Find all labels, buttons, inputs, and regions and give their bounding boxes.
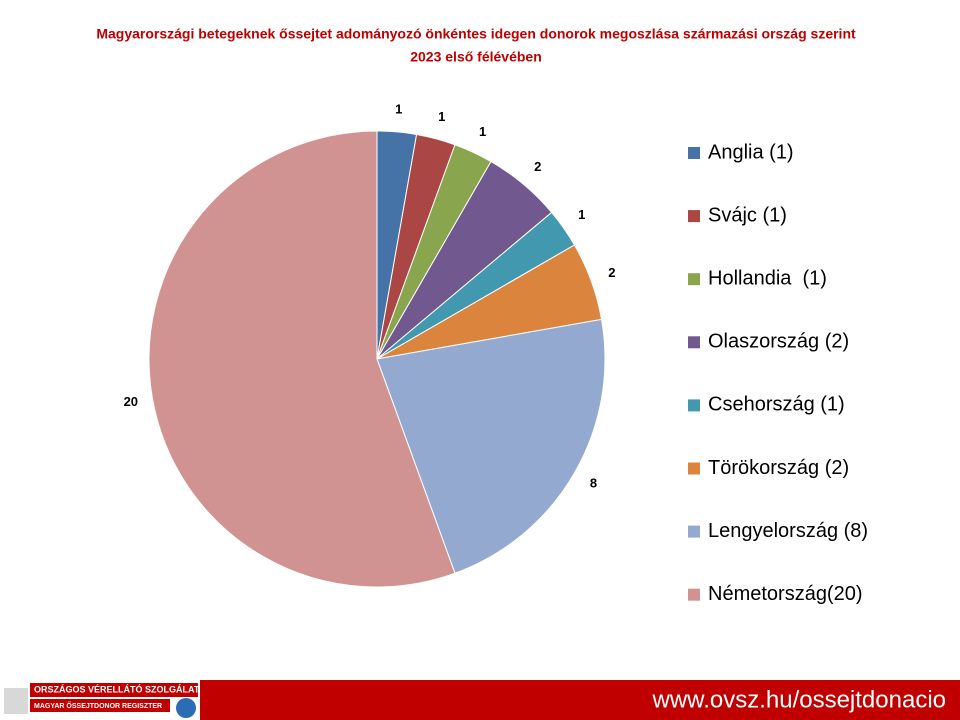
logo-icon	[4, 688, 28, 714]
logo-registry: MAGYAR ŐSSEJTDONOR REGISZTER	[34, 701, 162, 710]
pie-slice	[376, 318, 606, 574]
legend-swatch	[688, 588, 700, 601]
data-label: 2	[534, 159, 541, 174]
data-label: 20	[124, 394, 138, 409]
legend-swatch	[688, 336, 700, 349]
data-label: 1	[578, 207, 585, 222]
legend-swatch	[688, 147, 700, 159]
logo-band	[30, 699, 170, 712]
logo-org: ORSZÁGOS VÉRELLÁTÓ SZOLGÁLAT	[34, 683, 200, 694]
legend-swatch	[688, 462, 700, 475]
legend-label: Hollandia (1)	[708, 267, 827, 289]
legend-label: Svájc (1)	[708, 204, 787, 226]
legend-swatch	[688, 525, 700, 538]
chart-title: Magyarországi betegeknek őssejtet adomán…	[96, 26, 856, 42]
legend-label: Németország(20)	[708, 583, 863, 605]
data-label: 2	[608, 265, 615, 280]
data-label: 8	[590, 475, 597, 490]
legend-label: Olaszország (2)	[708, 331, 849, 353]
chart-title: 2023 első félévében	[410, 49, 542, 65]
legend-label: Lengyelország (8)	[708, 520, 868, 542]
legend-label: Csehország (1)	[708, 394, 845, 416]
legend-label: Anglia (1)	[708, 141, 794, 163]
legend-swatch	[688, 273, 700, 286]
legend-label: Törökország (2)	[708, 457, 849, 479]
pie-slice	[148, 130, 456, 588]
data-label: 1	[438, 109, 445, 124]
data-label: 1	[479, 124, 486, 139]
data-label: 1	[395, 101, 402, 116]
legend-swatch	[688, 399, 700, 412]
footer-url: www.ovsz.hu/ossejtdonacio	[652, 686, 946, 713]
logo-band	[30, 683, 198, 697]
legend-swatch	[688, 210, 700, 223]
logo-circle	[176, 698, 196, 718]
